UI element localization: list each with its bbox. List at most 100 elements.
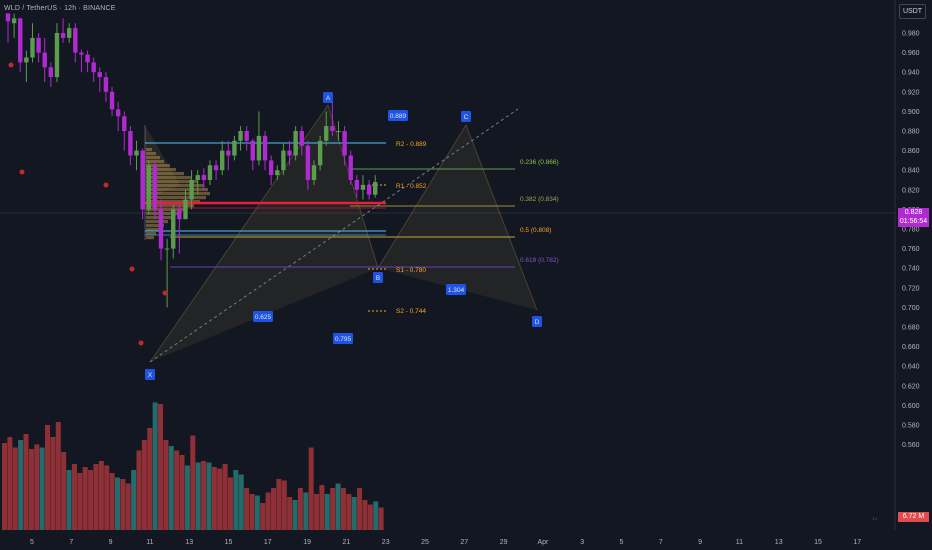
volume-bar: [39, 447, 45, 530]
candle: [5, 13, 11, 43]
volume-bar: [297, 488, 303, 530]
volume-bar: [195, 462, 201, 530]
time-tick-label: 5: [620, 539, 624, 546]
volume-bar: [71, 464, 77, 530]
volume-bar: [319, 485, 325, 530]
time-tick-label: 7: [69, 539, 73, 546]
volume-bar: [276, 479, 282, 530]
volume-bar: [136, 450, 142, 530]
volume-bar: [168, 446, 174, 530]
volume-bar: [77, 473, 83, 530]
scroll-to-realtime-icon[interactable]: ›‹: [872, 515, 878, 523]
candle: [195, 170, 200, 195]
volume-bar: [254, 495, 260, 530]
volume-bar: [265, 492, 271, 530]
volume-profile-row: [146, 172, 184, 176]
level-r2-label: R2 - 0.889: [396, 141, 427, 148]
candle: [152, 160, 158, 220]
candle: [354, 175, 360, 198]
symbol-title[interactable]: WLD / TetherUS · 12h · BINANCE: [4, 5, 116, 12]
candle: [262, 131, 268, 171]
point-a-label: A: [326, 95, 331, 102]
price-tick-label: 0.740: [902, 266, 920, 273]
price-tick-label: 0.920: [902, 89, 920, 96]
volume-profile-row: [146, 176, 192, 180]
candle: [146, 160, 151, 215]
candle: [11, 13, 17, 38]
candle: [305, 140, 311, 190]
point-b-label: B: [376, 275, 380, 282]
volume-bar: [45, 425, 51, 530]
volume-bar: [292, 500, 298, 530]
point-d-label: D: [535, 319, 540, 326]
time-tick-label: 27: [460, 539, 468, 546]
volume-bar: [335, 483, 341, 530]
price-tick-label: 0.960: [902, 50, 920, 57]
point-c-label: C: [464, 114, 469, 121]
candle: [60, 18, 66, 43]
volume-profile-row: [146, 200, 200, 204]
candle: [293, 126, 298, 161]
price-tick-label: 0.780: [902, 227, 920, 234]
volume-bar: [7, 437, 13, 530]
volume-bar: [281, 480, 287, 530]
price-tick-label: 0.640: [902, 364, 920, 371]
volume-bar: [152, 402, 158, 530]
candle: [324, 111, 329, 146]
volume-bar: [109, 473, 115, 530]
harmonic-point-labels: X A B C D 0.889 0.625 1.304 0.795: [145, 92, 542, 380]
time-axis[interactable]: 5 7 9 11 13 15 17 19 21 23 25 27 29 Apr 3 5 7 9 11 13 15 17: [30, 539, 861, 546]
time-tick-label: 13: [775, 539, 783, 546]
volume-profile-row: [146, 152, 156, 156]
candle: [177, 204, 182, 254]
volume-bar: [238, 474, 244, 530]
candle: [213, 160, 219, 180]
time-tick-label: 9: [109, 539, 113, 546]
volume-bar: [93, 464, 99, 530]
fib-0618-label: 0.618 (0.782): [520, 257, 559, 264]
volume-bar: [174, 450, 180, 530]
volume-value-tag: 6.72 M: [898, 512, 929, 522]
time-tick-label: 9: [698, 539, 702, 546]
candle: [97, 67, 102, 92]
price-tick-label: 0.680: [902, 325, 920, 332]
candle: [348, 150, 353, 185]
price-tick-label: 0.980: [902, 31, 920, 38]
last-price-tag: 0.828 01:56:54: [898, 208, 929, 227]
volume-profile-row: [146, 228, 160, 232]
time-tick-label: Apr: [537, 539, 549, 546]
candle: [201, 168, 207, 190]
volume-profile-row: [146, 232, 156, 236]
volume-bar: [190, 435, 196, 530]
volume-bar: [158, 404, 164, 530]
price-axis[interactable]: 0.980 0.960 0.940 0.920 0.900 0.880 0.860 0.840…: [902, 31, 920, 450]
time-tick-label: 15: [225, 539, 233, 546]
candle: [91, 57, 96, 82]
volume-bar: [114, 477, 120, 530]
harmonic-pattern-area: [145, 105, 537, 362]
time-tick-label: 11: [146, 539, 153, 546]
candle: [330, 96, 335, 136]
volume-bar: [201, 461, 207, 530]
candle: [366, 180, 372, 200]
time-tick-label: 21: [343, 539, 351, 546]
candle-countdown: 01:56:54: [899, 218, 928, 225]
candle: [281, 142, 286, 176]
volume-profile-row: [146, 168, 176, 172]
candle: [183, 189, 188, 220]
volume-bar: [271, 488, 276, 530]
candle: [275, 165, 280, 180]
volume-bar: [260, 503, 266, 530]
volume-bar: [308, 447, 314, 530]
volume-bar: [378, 507, 384, 530]
volume-profile-row: [146, 224, 164, 228]
volume-bar: [330, 488, 336, 530]
candle: [103, 72, 109, 102]
candle: [158, 199, 164, 261]
candlesticks: [5, 13, 378, 308]
currency-button[interactable]: USDT: [899, 4, 926, 19]
price-tick-label: 0.700: [902, 305, 920, 312]
volume-profile-row: [146, 148, 152, 152]
volume-bar: [55, 422, 61, 530]
